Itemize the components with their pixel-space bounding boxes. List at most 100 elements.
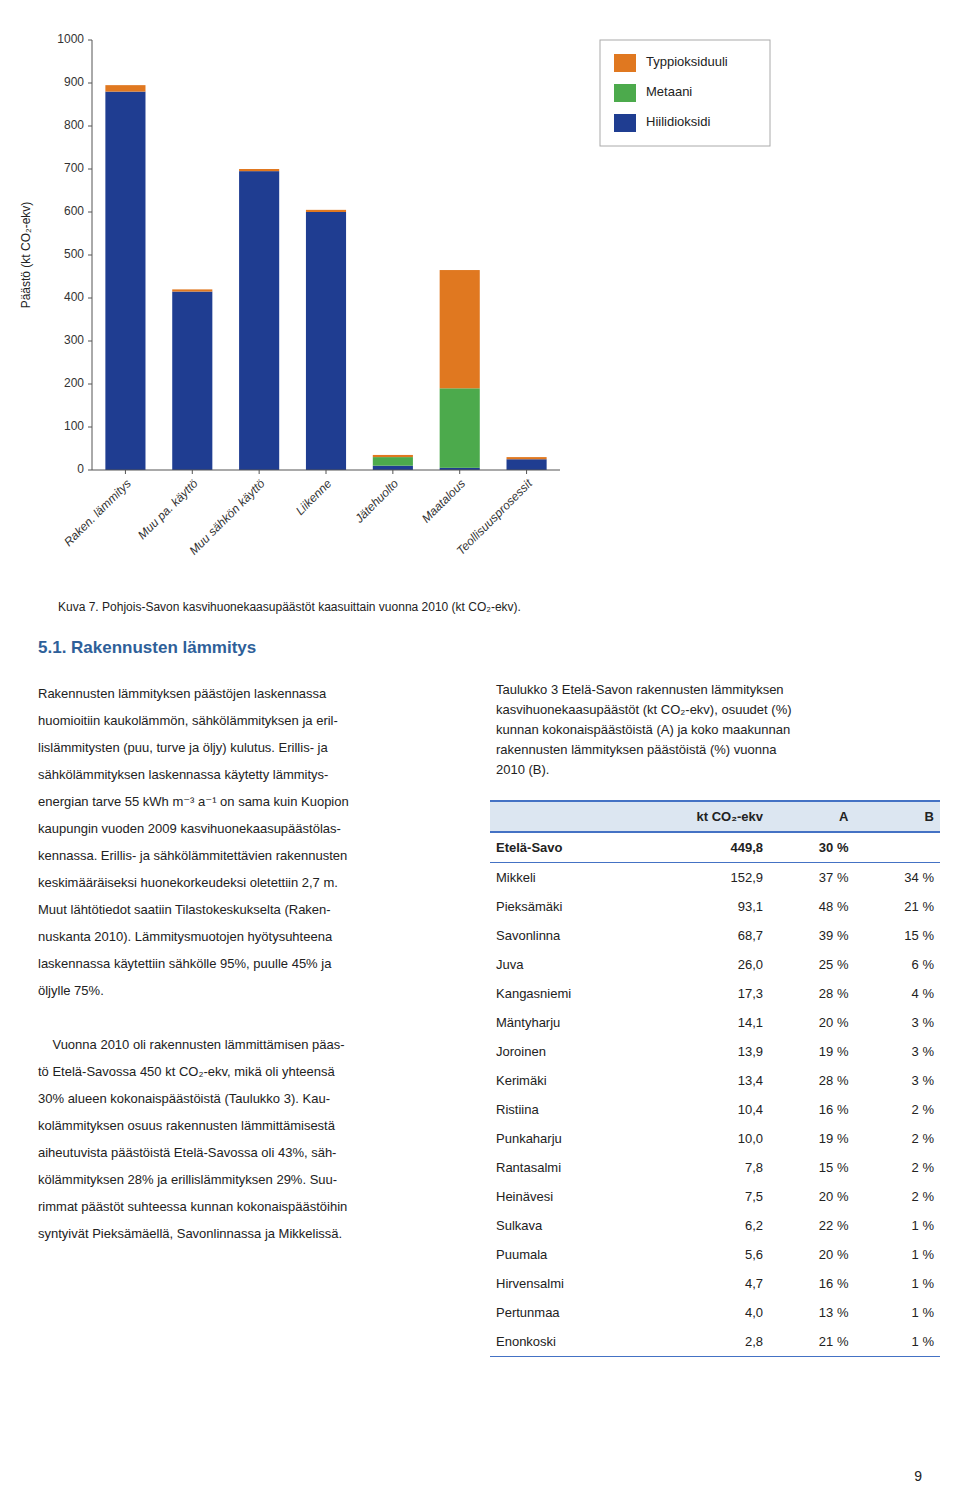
table-cell: Enonkoski xyxy=(490,1327,652,1357)
table-cell: 1 % xyxy=(855,1269,941,1298)
y-tick xyxy=(88,83,92,84)
table-cell: 25 % xyxy=(769,950,855,979)
page: { "chart_data": { "type": "bar", "stacke… xyxy=(0,0,960,1506)
x-tick xyxy=(192,470,193,474)
x-tick xyxy=(259,470,260,474)
table-cell: Rantasalmi xyxy=(490,1153,652,1182)
table-cell: 15 % xyxy=(769,1153,855,1182)
table-cell: 16 % xyxy=(769,1269,855,1298)
table-cell: 39 % xyxy=(769,921,855,950)
body-line: Rakennusten lämmityksen päästöjen lasken… xyxy=(38,680,478,707)
table-cell: 20 % xyxy=(769,1008,855,1037)
legend: TyppioksiduuliMetaaniHiilidioksidi xyxy=(600,40,770,146)
table-row: Etelä-Savo449,830 % xyxy=(490,832,940,863)
table-cell: 48 % xyxy=(769,892,855,921)
table-cell: Hirvensalmi xyxy=(490,1269,652,1298)
table-row: Kangasniemi17,328 %4 % xyxy=(490,979,940,1008)
legend-frame xyxy=(600,40,770,146)
x-tick xyxy=(326,470,327,474)
table-cell: Juva xyxy=(490,950,652,979)
bar-segment xyxy=(440,388,480,468)
x-tick-label: Muu sähkön käyttö xyxy=(186,476,267,557)
table-row: Mikkeli152,937 %34 % xyxy=(490,863,940,893)
table-header-cell: kt CO₂-ekv xyxy=(652,801,769,832)
body-line: huomioitiin kaukolämmön, sähkölämmitykse… xyxy=(38,707,478,734)
body-line: Muut lähtötiedot saatiin Tilastokeskukse… xyxy=(38,896,478,923)
table-cell: 6,2 xyxy=(652,1211,769,1240)
table-cell: 4,0 xyxy=(652,1298,769,1327)
body-line: energian tarve 55 kWh m⁻³ a⁻¹ on sama ku… xyxy=(38,788,478,815)
table-cell: Punkaharju xyxy=(490,1124,652,1153)
body-line: laskennassa käytettiin sähkölle 95%, puu… xyxy=(38,950,478,977)
table-cell: 19 % xyxy=(769,1124,855,1153)
table-row: Pieksämäki93,148 %21 % xyxy=(490,892,940,921)
bar-segment xyxy=(507,457,547,459)
bar-segment xyxy=(373,466,413,470)
table-cell: 26,0 xyxy=(652,950,769,979)
table-cell: 4 % xyxy=(855,979,941,1008)
table-cell: Kangasniemi xyxy=(490,979,652,1008)
body-line: kölämmityksen 28% ja erillislämmityksen … xyxy=(38,1166,478,1193)
table-cell: Ristiina xyxy=(490,1095,652,1124)
table-cell: 2 % xyxy=(855,1182,941,1211)
table-row: Savonlinna68,739 %15 % xyxy=(490,921,940,950)
table-cell: 20 % xyxy=(769,1240,855,1269)
table-caption: Taulukko 3 Etelä-Savon rakennusten lämmi… xyxy=(496,680,936,780)
bar-segment xyxy=(306,210,346,212)
body-text: Rakennusten lämmityksen päästöjen lasken… xyxy=(38,680,478,1247)
table-cell: 2,8 xyxy=(652,1327,769,1357)
x-tick-label: Raken. lämmitys xyxy=(61,476,134,549)
table-cell: 1 % xyxy=(855,1327,941,1357)
table-cell xyxy=(855,832,941,863)
x-tick-label: Jätehuolto xyxy=(351,476,401,526)
paragraph-gap xyxy=(38,1004,478,1031)
body-line: nuskanta 2010). Lämmitysmuotojen hyötysu… xyxy=(38,923,478,950)
body-line: kolämmityksen osuus rakennusten lämmittä… xyxy=(38,1112,478,1139)
legend-swatch xyxy=(614,84,636,102)
body-line: Vuonna 2010 oli rakennusten lämmittämise… xyxy=(38,1031,478,1058)
y-tick xyxy=(88,40,92,41)
table-cell: 20 % xyxy=(769,1182,855,1211)
table-row: Ristiina10,416 %2 % xyxy=(490,1095,940,1124)
table-cell: 7,8 xyxy=(652,1153,769,1182)
table-row: Juva26,025 %6 % xyxy=(490,950,940,979)
table-cell: 1 % xyxy=(855,1211,941,1240)
y-tick-label: 500 xyxy=(64,247,84,261)
x-tick-label: Maatalous xyxy=(419,476,468,525)
x-tick-label: Muu pa. käyttö xyxy=(135,476,201,542)
y-tick xyxy=(88,298,92,299)
table-cell: 3 % xyxy=(855,1037,941,1066)
y-tick-label: 0 xyxy=(77,462,84,476)
table-row: Kerimäki13,428 %3 % xyxy=(490,1066,940,1095)
table-header-cell: A xyxy=(769,801,855,832)
table-cell: 34 % xyxy=(855,863,941,893)
legend-label: Metaani xyxy=(646,84,692,99)
bar-segment xyxy=(239,169,279,171)
table-cell: 152,9 xyxy=(652,863,769,893)
table-header-row: kt CO₂-ekvAB xyxy=(490,801,940,832)
table-cell: 68,7 xyxy=(652,921,769,950)
table-cell: 93,1 xyxy=(652,892,769,921)
y-tick-label: 1000 xyxy=(57,32,84,46)
body-line: keskimääräiseksi huonekorkeudeksi oletet… xyxy=(38,869,478,896)
y-tick-label: 200 xyxy=(64,376,84,390)
table-header-cell xyxy=(490,801,652,832)
table-cell: 22 % xyxy=(769,1211,855,1240)
table-cell: 15 % xyxy=(855,921,941,950)
bar-segment xyxy=(306,212,346,470)
bar-segment xyxy=(105,92,145,470)
y-tick-label: 400 xyxy=(64,290,84,304)
table-row: Heinävesi7,520 %2 % xyxy=(490,1182,940,1211)
y-tick xyxy=(88,169,92,170)
body-line: syntyivät Pieksämäellä, Savonlinnassa ja… xyxy=(38,1220,478,1247)
x-tick xyxy=(125,470,126,474)
table: kt CO₂-ekvABEtelä-Savo449,830 %Mikkeli15… xyxy=(490,800,940,1357)
table-cell: 21 % xyxy=(855,892,941,921)
table-cell: Sulkava xyxy=(490,1211,652,1240)
table-cell: 5,6 xyxy=(652,1240,769,1269)
table-cell: 13,4 xyxy=(652,1066,769,1095)
bar-segment xyxy=(507,459,547,470)
x-tick-label: Liikenne xyxy=(293,476,335,518)
y-tick-label: 300 xyxy=(64,333,84,347)
y-tick xyxy=(88,427,92,428)
